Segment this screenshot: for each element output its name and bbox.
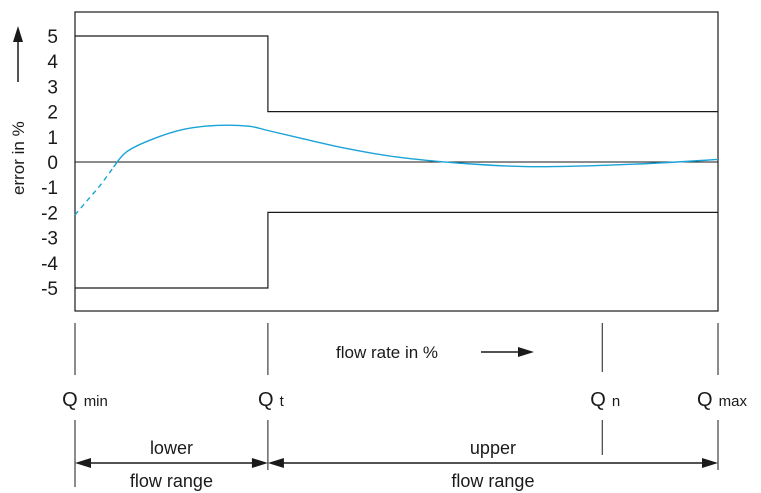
error-curve <box>74 124 719 216</box>
range-label-top: upper <box>470 438 516 458</box>
y-tick-label: 0 <box>47 153 58 174</box>
range-label-bottom: flow range <box>451 471 534 491</box>
y-tick-label: 3 <box>47 77 58 98</box>
range-arrow-head-left <box>75 458 91 468</box>
flow-ranges: lower flow range upper flow range <box>75 438 718 491</box>
y-tick-label: 5 <box>47 27 58 48</box>
y-tick-label: 1 <box>47 128 58 149</box>
error-limits <box>75 35 718 289</box>
error-curve-solid <box>113 124 719 168</box>
range-arrow-head-right <box>702 458 718 468</box>
x-axis-label-group: flow rate in % <box>336 343 534 362</box>
y-tick-label: -3 <box>41 229 58 250</box>
x-marker-lines <box>74 323 719 487</box>
y-axis-label-group: error in % <box>9 26 28 195</box>
y-axis-arrow-head <box>13 26 23 42</box>
y-axis-label: error in % <box>9 121 28 195</box>
y-tick-label: -1 <box>41 178 58 199</box>
y-tick-label: -5 <box>41 279 58 300</box>
range-label-top: lower <box>150 438 193 458</box>
y-tick-label: -4 <box>41 254 58 275</box>
range-label-bottom: flow range <box>130 471 213 491</box>
lower-error-limit <box>75 211 718 289</box>
range-arrow-head-left <box>267 458 284 468</box>
y-tick-label: 2 <box>47 103 58 124</box>
x-axis-arrow-head <box>518 347 534 357</box>
upper-error-limit <box>75 35 718 113</box>
y-tick-label: -2 <box>41 203 58 224</box>
y-tick-labels: 5 4 3 2 1 0 -1 -2 -3 -4 -5 <box>41 27 58 300</box>
x-axis-label: flow rate in % <box>336 343 438 362</box>
y-tick-label: 4 <box>47 52 58 73</box>
range-arrow-head-right <box>251 458 268 468</box>
error-curve-dashed <box>74 166 115 216</box>
